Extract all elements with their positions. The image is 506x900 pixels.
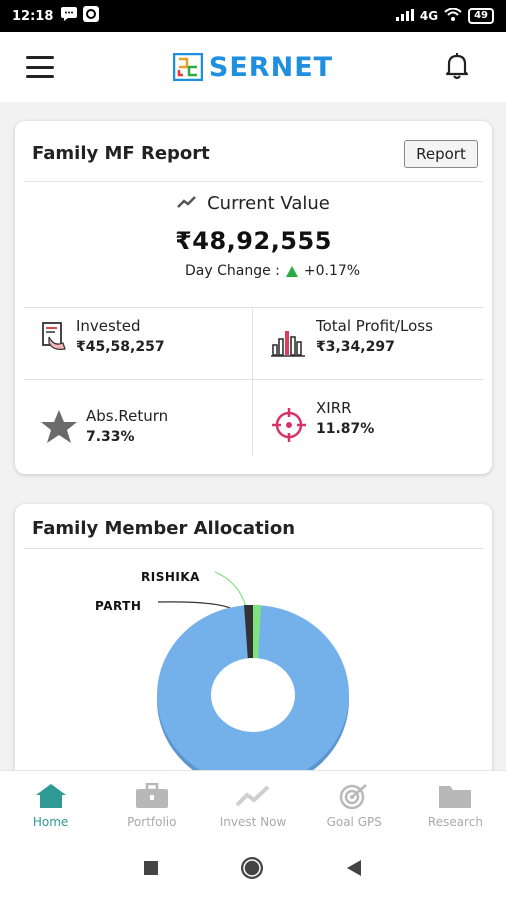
menu-icon[interactable] bbox=[26, 56, 54, 78]
card-divider bbox=[24, 548, 483, 549]
briefcase-icon bbox=[135, 783, 168, 808]
up-arrow-icon bbox=[285, 265, 298, 277]
stat-value: 7.33% bbox=[86, 429, 135, 445]
bar-chart-icon bbox=[271, 327, 307, 361]
star-icon bbox=[40, 409, 78, 449]
stat-grid-hline bbox=[24, 379, 483, 380]
invested-icon bbox=[41, 321, 67, 355]
stat-invested: Invested ₹45,58,257 bbox=[76, 317, 165, 355]
home-icon bbox=[35, 784, 66, 808]
family-report-card: Family MF Report Report Current Value ₹4… bbox=[15, 121, 492, 474]
report-card-title: Family MF Report bbox=[32, 143, 210, 164]
pie-label-rishika: RISHIKA bbox=[141, 570, 200, 584]
recents-button[interactable] bbox=[143, 860, 159, 880]
stat-abs-return: Abs.Return 7.33% bbox=[86, 407, 168, 445]
stat-value: ₹3,34,297 bbox=[316, 339, 395, 355]
wifi-icon bbox=[444, 7, 462, 24]
nav-label: Invest Now bbox=[219, 815, 287, 829]
allocation-card: Family Member Allocation RISHIKA PARTH bbox=[15, 504, 492, 794]
signal-icon bbox=[395, 8, 414, 24]
allocation-card-title: Family Member Allocation bbox=[32, 518, 296, 539]
nav-home[interactable]: Home bbox=[0, 771, 101, 840]
nav-label: Goal GPS bbox=[326, 815, 382, 829]
stat-value: 11.87% bbox=[316, 421, 375, 437]
app-bar: SERNET bbox=[0, 32, 506, 102]
target-icon bbox=[271, 407, 307, 447]
status-right: 4G 49 bbox=[395, 7, 494, 24]
message-icon bbox=[61, 7, 78, 25]
stat-grid-vline bbox=[252, 307, 253, 455]
stat-value: ₹45,58,257 bbox=[76, 339, 165, 355]
donut-slice-parth bbox=[244, 605, 253, 661]
stat-profit-loss: Total Profit/Loss ₹3,34,297 bbox=[316, 317, 433, 355]
stat-label: Invested bbox=[76, 317, 141, 335]
current-value-amount: ₹48,92,555 bbox=[175, 227, 332, 255]
home-button[interactable] bbox=[239, 855, 265, 885]
battery-indicator: 49 bbox=[468, 8, 494, 24]
day-change: Day Change : +0.17% bbox=[185, 263, 360, 279]
report-button[interactable]: Report bbox=[404, 140, 478, 168]
nav-invest-now[interactable]: Invest Now bbox=[202, 771, 303, 840]
allocation-donut-chart[interactable] bbox=[15, 504, 492, 794]
brand-name: SERNET bbox=[208, 51, 334, 83]
network-type: 4G bbox=[419, 9, 439, 23]
trend-icon bbox=[177, 193, 197, 214]
card-divider bbox=[24, 307, 483, 308]
bottom-navigation: Home Portfolio Invest Now Goal GPS Resea… bbox=[0, 770, 506, 840]
nav-label: Home bbox=[32, 815, 69, 829]
bell-icon[interactable] bbox=[444, 52, 470, 84]
system-navigation-bar bbox=[0, 840, 506, 900]
donut-slice-rishika bbox=[253, 605, 261, 660]
back-button[interactable] bbox=[345, 859, 363, 881]
brand-logo: SERNET bbox=[172, 51, 334, 83]
current-value-row: Current Value bbox=[15, 193, 492, 214]
logo-mark-icon bbox=[172, 53, 203, 81]
trend-icon bbox=[235, 785, 270, 807]
day-change-label: Day Change : bbox=[185, 263, 280, 279]
stat-label: Abs.Return bbox=[86, 407, 169, 425]
nav-label: Portfolio bbox=[127, 815, 177, 829]
current-value-label: Current Value bbox=[207, 193, 330, 214]
nav-goal-gps[interactable]: Goal GPS bbox=[304, 771, 405, 840]
stat-label: XIRR bbox=[316, 399, 352, 417]
stat-label: Total Profit/Loss bbox=[316, 317, 433, 335]
folder-icon bbox=[439, 786, 472, 808]
card-divider bbox=[24, 181, 483, 182]
pie-label-parth: PARTH bbox=[95, 599, 142, 613]
donut-hole bbox=[211, 658, 295, 732]
status-bar: 12:18 4G 49 bbox=[0, 0, 506, 32]
nav-research[interactable]: Research bbox=[405, 771, 506, 840]
nav-label: Research bbox=[427, 815, 483, 829]
app-notification-icon bbox=[83, 6, 100, 26]
stat-xirr: XIRR 11.87% bbox=[316, 399, 374, 437]
goal-target-icon bbox=[339, 784, 368, 809]
day-change-value: +0.17% bbox=[303, 263, 361, 279]
nav-portfolio[interactable]: Portfolio bbox=[101, 771, 202, 840]
status-time: 12:18 bbox=[12, 8, 54, 24]
